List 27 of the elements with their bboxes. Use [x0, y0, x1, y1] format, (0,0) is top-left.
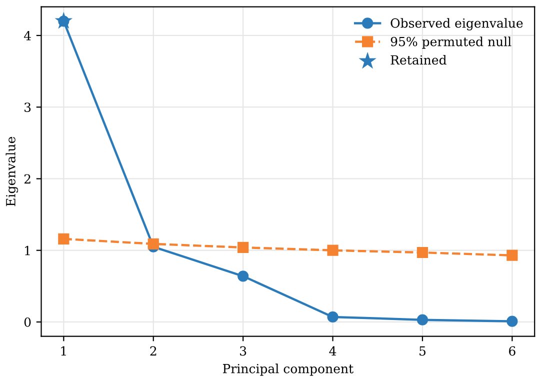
y-tick-label: 2 [24, 174, 30, 184]
y-axis-title: Eigenvalue [6, 136, 18, 206]
x-axis-title: Principal component [222, 364, 354, 376]
x-tick-label: 1 [61, 346, 66, 356]
point [54, 12, 73, 29]
x-tick-label: 4 [329, 346, 336, 356]
x-tick-label: 6 [509, 346, 516, 356]
x-tick-label: 2 [150, 346, 156, 356]
point [238, 242, 249, 254]
legend-label: Retained [390, 54, 446, 65]
point [506, 250, 518, 261]
point [416, 246, 428, 258]
y-tick-label: 1 [25, 246, 30, 256]
point [58, 233, 70, 244]
point [506, 316, 518, 327]
point [238, 270, 249, 282]
legend-label: 95% permuted null [390, 36, 512, 49]
y-tick-label: 3 [24, 102, 31, 112]
point [416, 314, 428, 326]
legend-label: Observed eigenvalue [390, 18, 523, 30]
point [327, 311, 338, 323]
x-tick-label: 3 [240, 346, 246, 356]
y-tick-label: 4 [24, 30, 31, 40]
y-tick-label: 0 [24, 317, 31, 327]
point [148, 238, 159, 250]
point [327, 244, 338, 256]
x-tick-label: 5 [420, 346, 426, 356]
